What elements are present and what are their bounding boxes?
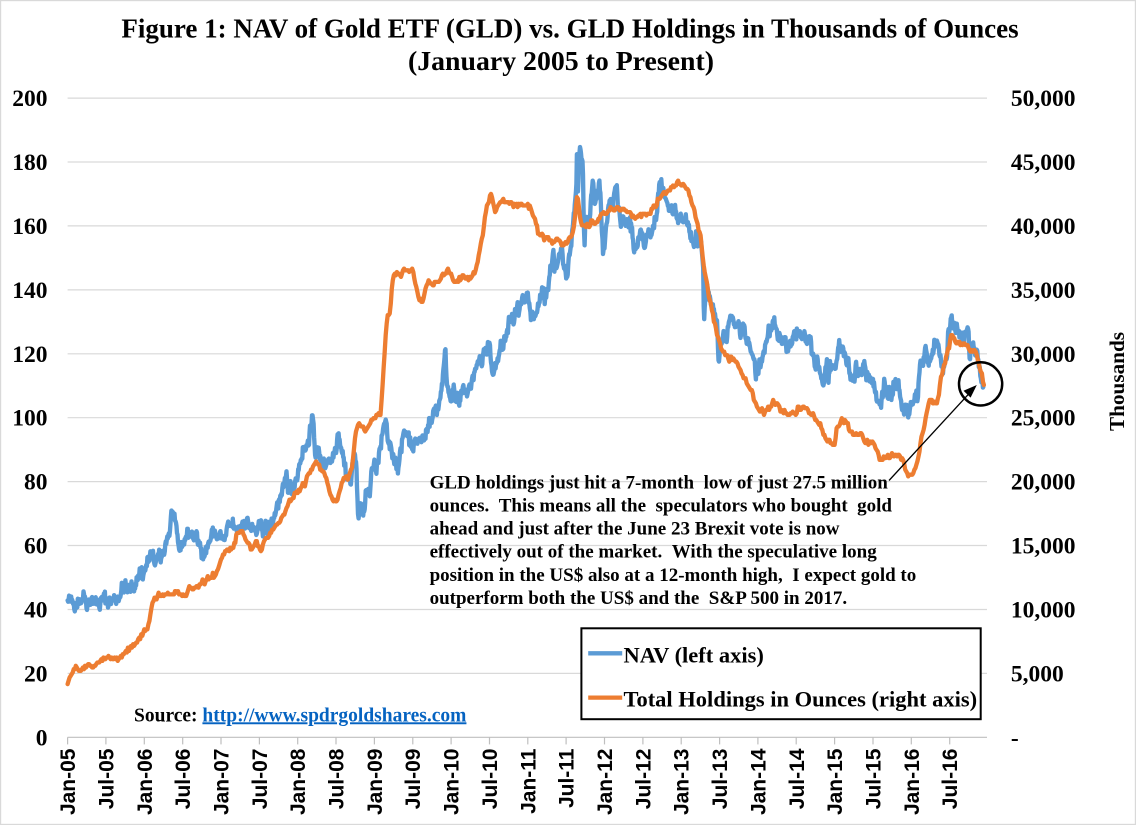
svg-text:Jul-05: Jul-05: [95, 748, 118, 809]
svg-text:Jan-12: Jan-12: [594, 749, 617, 816]
svg-text:Jan-06: Jan-06: [134, 749, 157, 816]
svg-text:10,000: 10,000: [1011, 598, 1076, 624]
svg-text:35,000: 35,000: [1011, 278, 1076, 304]
svg-text:200: 200: [12, 86, 47, 112]
svg-text:50,000: 50,000: [1011, 86, 1076, 112]
svg-text:GLD holdings just hit a 7-mont: GLD holdings just hit a 7-month low of j…: [430, 472, 889, 493]
svg-text:Jul-15: Jul-15: [863, 748, 886, 809]
svg-text:Jul-11: Jul-11: [556, 748, 579, 808]
svg-text:Jan-14: Jan-14: [747, 748, 770, 815]
svg-text:position in the US$ also at a: position in the US$ also at a 12-month h…: [430, 565, 917, 586]
svg-text:15,000: 15,000: [1011, 534, 1076, 560]
svg-text:180: 180: [12, 150, 47, 176]
svg-text:60: 60: [24, 534, 48, 560]
svg-text:Jul-08: Jul-08: [326, 748, 349, 809]
svg-text:Jul-07: Jul-07: [249, 749, 272, 810]
svg-text:NAV (left axis): NAV (left axis): [624, 642, 764, 667]
svg-text:outperform both the US$ and th: outperform both the US$ and the S&P 500 …: [430, 588, 847, 609]
svg-text:Jan-05: Jan-05: [57, 748, 80, 815]
svg-text:Jan-15: Jan-15: [824, 748, 847, 815]
svg-text:40: 40: [24, 598, 48, 624]
svg-text:100: 100: [12, 406, 47, 432]
svg-text:Source: http://www.spdrgoldsha: Source: http://www.spdrgoldshares.com: [134, 705, 466, 726]
svg-text:Jan-08: Jan-08: [287, 748, 310, 815]
svg-text:effectively out of the market.: effectively out of the market. With the …: [430, 542, 878, 563]
svg-text:Jan-11: Jan-11: [517, 748, 540, 814]
svg-text:Jul-13: Jul-13: [709, 749, 732, 810]
svg-text:140: 140: [12, 278, 47, 304]
svg-text:Jan-10: Jan-10: [441, 749, 464, 816]
svg-text:Jul-09: Jul-09: [402, 749, 425, 810]
svg-text:Jan-09: Jan-09: [364, 749, 387, 816]
svg-text:20: 20: [24, 661, 48, 687]
svg-text:-: -: [1011, 725, 1019, 751]
svg-text:Jan-16: Jan-16: [901, 749, 924, 816]
svg-text:0: 0: [36, 725, 48, 751]
svg-text:ahead and just after the June: ahead and just after the June 23 Brexit …: [430, 519, 840, 540]
svg-text:Jan-13: Jan-13: [671, 749, 694, 816]
svg-text:120: 120: [12, 342, 47, 368]
svg-text:Jul-06: Jul-06: [172, 749, 195, 810]
svg-text:160: 160: [12, 214, 47, 240]
svg-text:Jan-07: Jan-07: [211, 749, 234, 816]
svg-text:Total Holdings in Ounces (righ: Total Holdings in Ounces (right axis): [624, 686, 978, 711]
svg-text:Jul-12: Jul-12: [632, 749, 655, 810]
svg-text:30,000: 30,000: [1011, 342, 1076, 368]
svg-text:Jul-14: Jul-14: [786, 748, 809, 809]
svg-text:5,000: 5,000: [1011, 661, 1064, 687]
svg-text:25,000: 25,000: [1011, 406, 1076, 432]
svg-text:ounces. This means all the s: ounces. This means all the speculators w…: [430, 495, 893, 516]
svg-text:Thousands: Thousands: [1105, 332, 1129, 431]
svg-text:80: 80: [24, 470, 48, 496]
svg-text:Jul-10: Jul-10: [479, 749, 502, 810]
svg-text:(January 2005 to Present): (January 2005 to Present): [408, 46, 714, 77]
svg-text:Jul-16: Jul-16: [939, 749, 962, 810]
svg-text:20,000: 20,000: [1011, 470, 1076, 496]
svg-text:Figure 1: NAV of Gold ETF (GLD: Figure 1: NAV of Gold ETF (GLD) vs. GLD …: [121, 13, 1018, 43]
svg-text:45,000: 45,000: [1011, 150, 1076, 176]
svg-text:40,000: 40,000: [1011, 214, 1076, 240]
